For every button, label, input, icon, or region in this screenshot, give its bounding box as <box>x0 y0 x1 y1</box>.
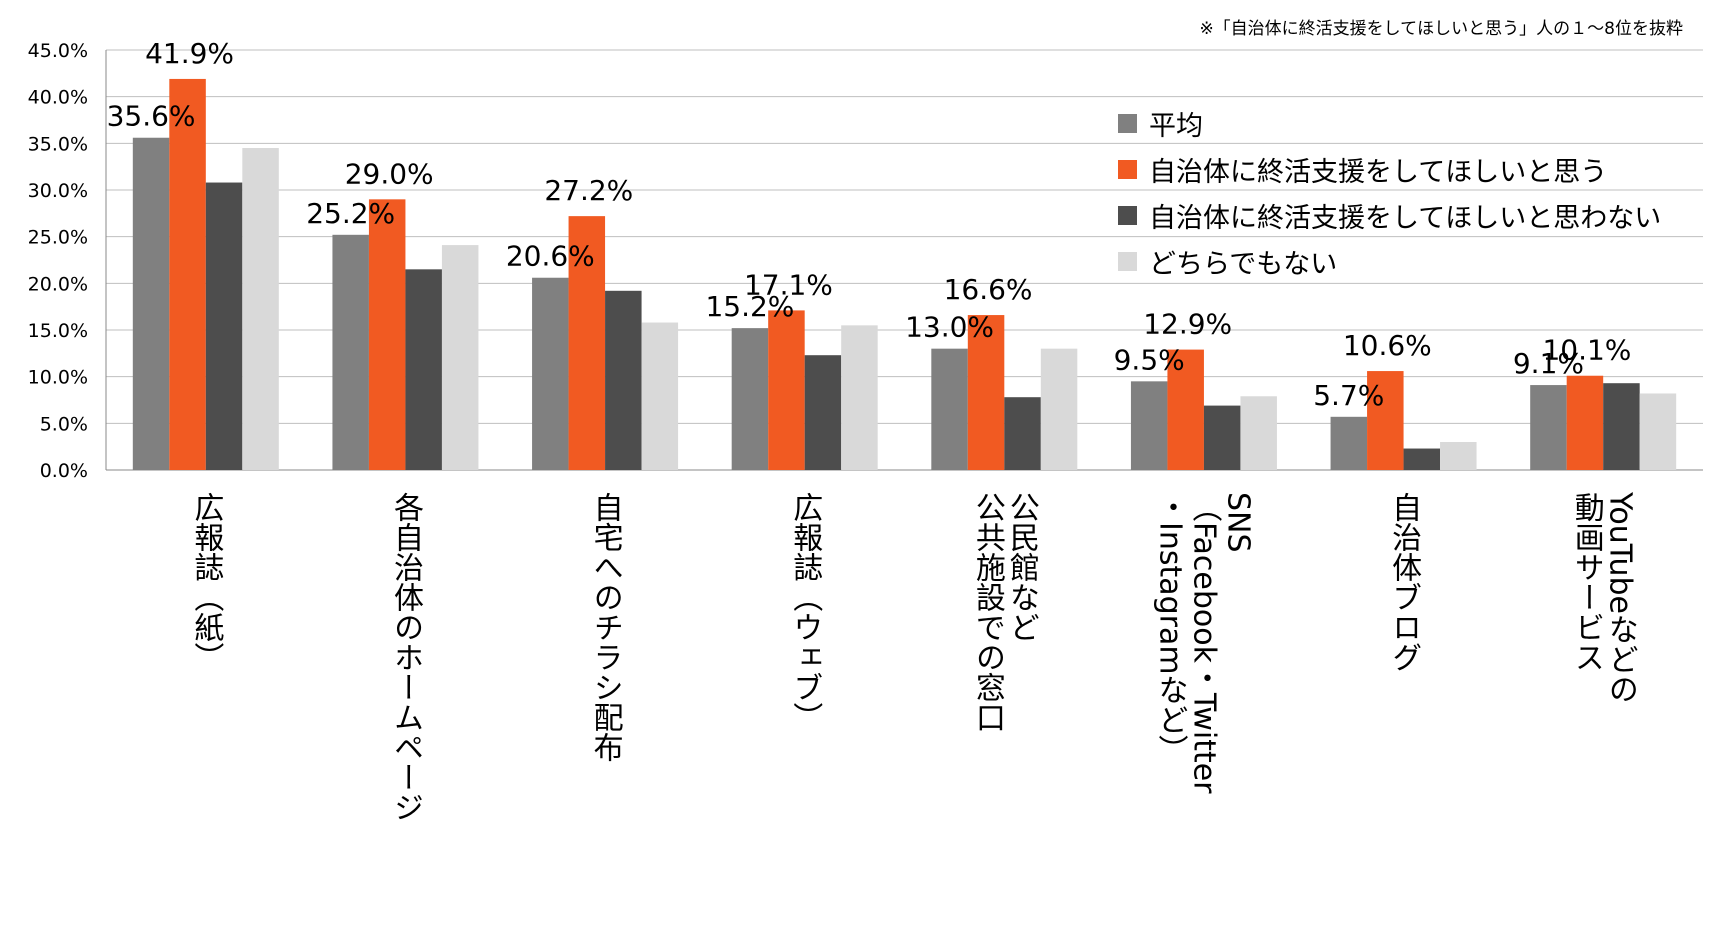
x-category-label: （Facebook・Twitter <box>1186 492 1222 794</box>
data-label: 12.9% <box>1143 308 1232 341</box>
bar <box>1440 442 1477 470</box>
bar <box>1203 405 1241 470</box>
data-label: 20.6% <box>506 240 595 273</box>
data-label: 16.6% <box>944 273 1033 306</box>
bar <box>768 310 805 470</box>
legend: 平均自治体に終活支援をしてほしいと思う自治体に終活支援をしてほしいと思わない どち… <box>1118 100 1661 284</box>
legend-swatch <box>1118 205 1137 225</box>
data-label: 17.1% <box>744 268 833 301</box>
bar <box>205 182 243 471</box>
y-tick-label: 15.0% <box>28 320 88 342</box>
bar <box>731 328 769 470</box>
bar <box>1167 349 1204 470</box>
y-tick-label: 5.0% <box>40 413 88 435</box>
bar <box>368 199 406 471</box>
y-tick-label: 25.0% <box>28 227 88 249</box>
bar <box>1367 371 1404 470</box>
legend-swatch <box>1118 113 1137 133</box>
bar <box>1603 383 1640 470</box>
bar <box>568 216 606 470</box>
legend-item: 自治体に終活支援をしてほしいと思わない <box>1118 192 1661 238</box>
bar <box>967 315 1005 470</box>
legend-label: どちらでもない <box>1149 248 1338 280</box>
y-tick-label: 0.0% <box>40 460 88 482</box>
bar <box>1530 385 1567 470</box>
bar <box>605 290 642 470</box>
bar <box>1330 416 1368 470</box>
bar <box>1639 393 1677 470</box>
data-label: 13.0% <box>905 311 994 344</box>
bar <box>532 277 569 470</box>
legend-item: 自治体に終活支援をしてほしいと思う <box>1118 146 1661 192</box>
legend-label: 自治体に終活支援をしてほしいと思う <box>1149 156 1608 188</box>
data-label: 25.2% <box>306 197 395 230</box>
bar <box>1130 381 1168 470</box>
data-label: 5.7% <box>1313 379 1384 412</box>
x-category-label: 自治体ブログ <box>1386 492 1422 672</box>
legend-label: 自治体に終活支援をしてほしいと思わない <box>1149 202 1662 234</box>
legend-item: どちらでもない <box>1118 238 1661 284</box>
x-category-label: 公民館など <box>1004 492 1040 642</box>
bar <box>1566 375 1604 470</box>
legend-label: 平均 <box>1149 110 1203 142</box>
bar <box>441 245 479 470</box>
bar <box>841 325 878 470</box>
y-tick-label: 30.0% <box>28 180 88 202</box>
data-label: 9.1% <box>1513 347 1584 380</box>
bar <box>332 234 369 470</box>
data-label: 10.1% <box>1542 334 1631 367</box>
data-label: 29.0% <box>345 157 434 190</box>
legend-item: 平均 <box>1118 100 1661 146</box>
bar <box>1403 448 1441 470</box>
bar <box>242 148 279 470</box>
x-category-label: YouTubeなどの <box>1603 491 1638 704</box>
x-category-label: 各自治体のホームページ <box>388 492 424 822</box>
x-category-label: 動画サービス <box>1569 492 1604 672</box>
bar <box>931 348 968 470</box>
x-category-label: 自宅へのチラシ配布 <box>588 492 624 762</box>
legend-swatch <box>1118 159 1137 179</box>
legend-swatch <box>1118 251 1137 271</box>
data-label: 10.6% <box>1343 329 1432 362</box>
x-category-label: 広報誌（ウェブ） <box>787 492 823 732</box>
bar <box>405 269 442 470</box>
bar <box>1240 396 1277 470</box>
bar <box>1040 348 1078 470</box>
bar <box>169 78 206 470</box>
data-label: 35.6% <box>107 100 196 133</box>
bar <box>804 355 842 470</box>
data-label: 27.2% <box>544 174 633 207</box>
x-category-label: 公共施設での窓口 <box>970 492 1006 732</box>
y-tick-label: 10.0% <box>28 367 88 389</box>
x-category-label: SNS <box>1220 492 1255 553</box>
bar <box>641 322 679 470</box>
x-category-label: ・Instagramなど） <box>1152 492 1188 765</box>
bar <box>132 137 170 470</box>
data-label: 9.5% <box>1114 343 1185 376</box>
bar <box>1004 397 1041 470</box>
chart-note: ※「自治体に終活支援をしてほしいと思う」人の１～8位を抜粋 <box>1199 19 1683 39</box>
y-tick-label: 45.0% <box>28 40 88 62</box>
y-tick-label: 20.0% <box>28 273 88 295</box>
y-tick-label: 35.0% <box>28 133 88 155</box>
data-label: 41.9% <box>145 37 234 70</box>
data-label: 15.2% <box>705 290 794 323</box>
y-tick-label: 40.0% <box>28 87 88 109</box>
x-category-label: 広報誌（紙） <box>188 492 224 672</box>
